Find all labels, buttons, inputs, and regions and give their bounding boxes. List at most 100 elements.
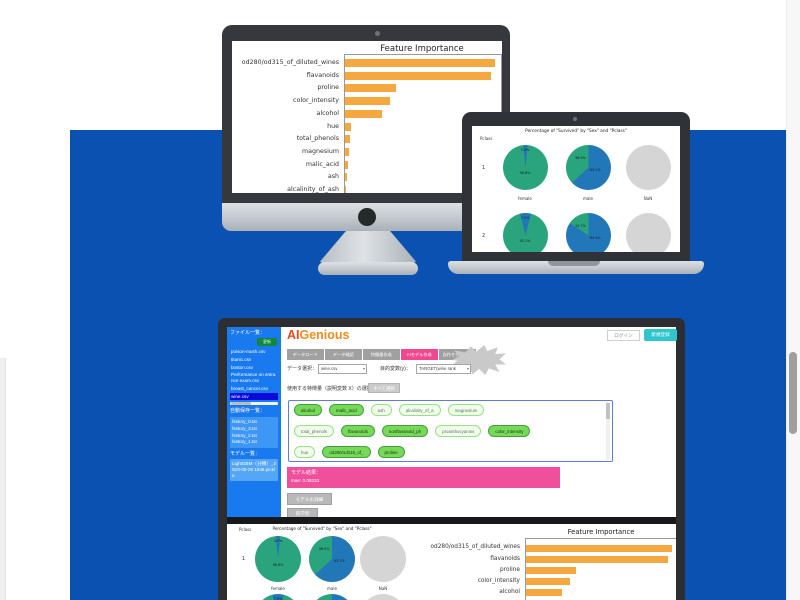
pie-col-label: female [271, 586, 285, 591]
pclass-label: Pclass [239, 527, 252, 532]
history-item[interactable]: history_0.txt [232, 419, 257, 425]
pie-percent-label: 7.9% [273, 597, 283, 600]
model-detail-button[interactable]: モデルの詳細 [287, 493, 332, 505]
chart-bar [345, 186, 347, 193]
login-button[interactable]: ログイン [607, 330, 640, 341]
target-variable-dropdown[interactable]: TARGET(wine rank ▾ [416, 364, 471, 374]
tab-特徴量作成[interactable]: 特徴量作成 [363, 349, 400, 360]
file-item[interactable]: boston.csv [231, 364, 253, 370]
feature-pill-color_intensity[interactable]: color_intensity [488, 425, 531, 437]
pie-2-female [502, 213, 548, 252]
history-item[interactable]: history_3.txt [232, 425, 257, 431]
file-refresh-button[interactable]: 更新 [257, 338, 277, 347]
feature-pill-malic_acid[interactable]: malic_acid [328, 404, 364, 416]
history-item[interactable]: history_2.txt [232, 432, 257, 438]
file-list: poison-mush.csv titanic.csv boston.csv Perf… [230, 348, 278, 401]
feature-pill-hue[interactable]: hue [294, 446, 316, 458]
model-item[interactable]: LightGBM（分類）_2023-05-29 1938.pickle [232, 461, 276, 478]
feature-pill-magnesium[interactable]: magnesium [447, 404, 485, 416]
chart-tick-label: ash [327, 173, 339, 181]
laptop-hinge-notch [548, 261, 600, 266]
page-scrollbar-thumb[interactable] [789, 352, 797, 434]
chart-tick-label: flavanoids [490, 555, 520, 562]
pie-1-female [255, 536, 301, 582]
feature-pill-alcalinity_of_a[interactable]: alcalinity_of_a [398, 404, 441, 416]
chart-bar [526, 578, 570, 586]
feature-pill-nonflavanoid_ph[interactable]: nonflavanoid_ph [381, 425, 429, 437]
file-list-hscrollbar[interactable] [230, 402, 278, 406]
tab-自作モデル活用[interactable]: 自作モデル活用 [439, 349, 476, 360]
pie-2-NaN [360, 594, 406, 600]
model-result-metric: mae: 0.09333 [291, 478, 320, 483]
chart-tick-label: proline [317, 84, 339, 92]
pie-1-male [565, 145, 611, 190]
chart-bar [345, 135, 351, 144]
model-list: LightGBM（分類）_2023-05-29 1938.pickle [230, 458, 278, 482]
pie-1-female [502, 145, 548, 190]
file-item[interactable]: breast_cancer.csv [231, 385, 269, 391]
feature-selection-box: alcohol malic_acid ash alcalinity_of_a magne… [288, 400, 613, 462]
chart-bar [526, 544, 672, 552]
feature-pill-alcohol[interactable]: alcohol [294, 404, 322, 416]
chart-bar [345, 59, 495, 67]
select-all-button[interactable]: すべて選択 [368, 383, 400, 393]
chart-tick-label: malic_acid [305, 160, 339, 168]
target-variable-label: 目的変数(y)： [380, 366, 411, 372]
chart-bar [345, 173, 347, 182]
page-scrollbar-track [786, 0, 800, 600]
file-item[interactable]: poison-mush.csv [231, 349, 266, 355]
feature-pill-proanthocyanins[interactable]: proanthocyanins [435, 425, 482, 437]
chart-title: Feature Importance [567, 528, 635, 536]
chart-tick-label: flavanoids [306, 71, 339, 79]
chart-bar [526, 589, 562, 597]
monitor-stand-base [318, 262, 418, 275]
laptop-camera-dot-icon [573, 116, 577, 121]
signup-button[interactable]: 新規登録 [644, 329, 677, 341]
file-item[interactable]: wine.csv [230, 392, 278, 401]
tab-データ確認[interactable]: データ確認 [325, 349, 362, 360]
file-item[interactable]: titanic.csv [231, 356, 252, 362]
laptop-base [448, 261, 704, 274]
chart-tick-label: od280/od315_of_diluted_wines [241, 59, 339, 67]
feature-pill-total_phenols[interactable]: total_phenols [294, 425, 335, 437]
feature-pill-proline[interactable]: proline [377, 446, 405, 458]
model-result-title: モデル結果： [291, 470, 322, 476]
chart-bar [526, 566, 576, 574]
pie-percent-label: 63.1% [589, 167, 601, 172]
pie-col-label: NaN [378, 586, 388, 591]
chart-tick-label: hue [327, 122, 339, 130]
history-item[interactable]: history_1.txt [232, 439, 257, 445]
chart-tick-label: alcohol [316, 109, 339, 117]
file-item[interactable]: Performance on entrance exam.csv [231, 372, 276, 384]
pie-percent-label: 96.8% [519, 170, 531, 175]
tab-データロード[interactable]: データロード [287, 349, 324, 360]
tab-AIモデル作成[interactable]: AIモデル作成 [401, 349, 438, 360]
pie-1-NaN [360, 536, 406, 582]
pie-percent-label: 15.7% [574, 223, 586, 228]
feature-pill-ash[interactable]: ash [370, 404, 392, 416]
pie-col-label: male [327, 586, 337, 591]
feature-pill-od280/od315_of_[interactable]: od280/od315_of_ [322, 446, 371, 458]
pie-chart-title: Percentage of "Survived" by "Sex" and "P… [272, 526, 372, 531]
left-edge-panel [0, 358, 6, 600]
chart-tick-label: od280/od315_of_diluted_wines [430, 544, 520, 551]
feature-section-label: 使用する特徴量（説明変数 X）の選択 [287, 386, 372, 392]
pie-2-male [565, 213, 611, 252]
chart-axes [525, 538, 676, 600]
feature-pill-flavanoids[interactable]: flavanoids [341, 425, 375, 437]
feature-box-scrollbar[interactable] [606, 402, 610, 460]
pclass-label: Pclass [480, 136, 493, 141]
pie-row-label: 1 [242, 556, 246, 562]
history-list: history_0.txt history_3.txt history_2.txt h… [230, 416, 278, 448]
data-select-dropdown[interactable]: wine.csv ▾ [318, 364, 367, 374]
pie-2-male [309, 594, 355, 600]
file-list-header: ファイル一覧： [230, 330, 266, 336]
pie-col-label: male [583, 196, 593, 201]
pie-1-male [309, 536, 355, 582]
chart-tick-label: color_intensity [293, 97, 339, 105]
pie-col-label: NaN [643, 196, 653, 201]
chart-title: Feature Importance [380, 44, 464, 54]
screenshot-pie-chart: Percentage of "Survived" by "Sex" and "P… [227, 524, 427, 600]
chart-bar [345, 160, 348, 169]
